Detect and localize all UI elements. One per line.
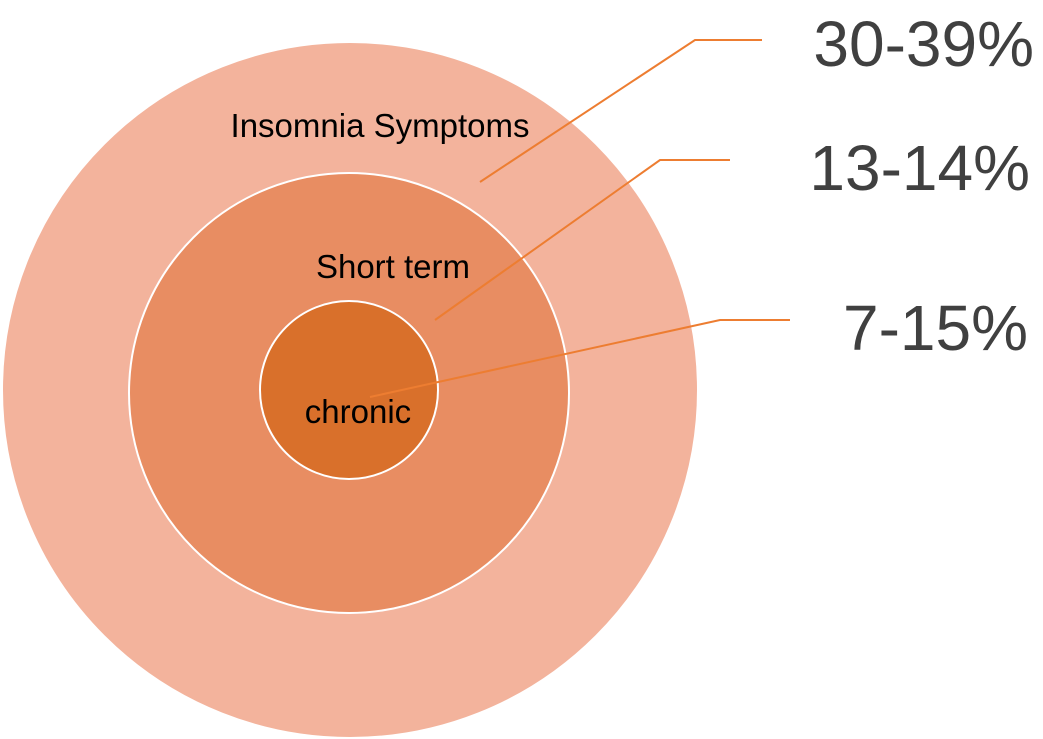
leader-line [434, 159, 730, 321]
node-label: Short term [316, 248, 470, 285]
node-value: 30-39% [813, 8, 1034, 80]
node-label: chronic [305, 393, 411, 430]
inner-circle [259, 300, 439, 480]
node-label: Insomnia Symptoms [231, 107, 530, 144]
leader-line [369, 319, 790, 398]
leader-line [479, 39, 762, 183]
node-value: 13-14% [809, 132, 1030, 204]
node-value: 7-15% [843, 292, 1028, 364]
